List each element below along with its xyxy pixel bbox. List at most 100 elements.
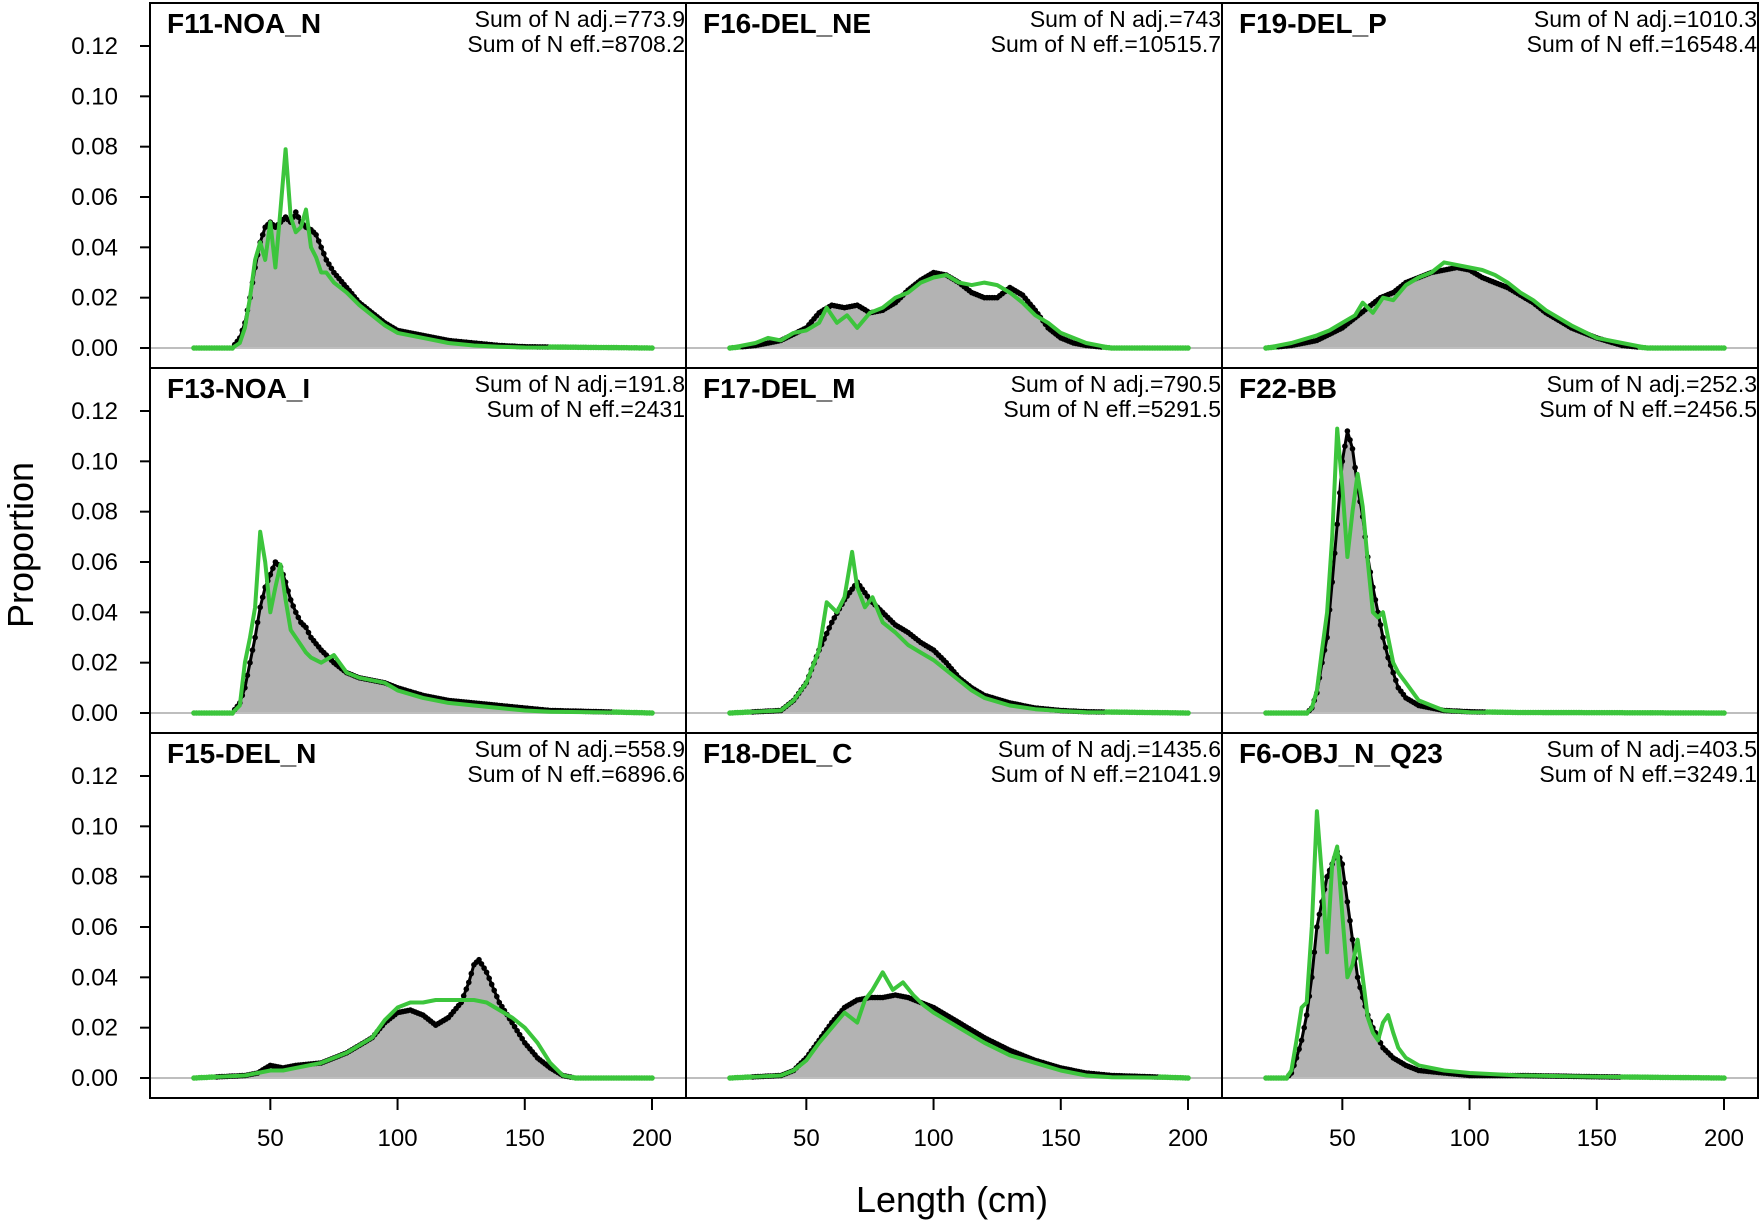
observed-point [1349, 936, 1356, 943]
panel-stat: Sum of N eff.=8708.2 [467, 31, 685, 57]
observed-point [259, 594, 266, 600]
observed-point [514, 1027, 520, 1034]
expected-line [192, 529, 654, 715]
y-tick-label: 0.04 [71, 234, 118, 261]
observed-point [247, 659, 253, 666]
observed-area [194, 212, 652, 348]
panel-title: F22-BB [1239, 373, 1337, 404]
panel-stat: Sum of N eff.=5291.5 [1003, 396, 1221, 422]
panel-title: F18-DEL_C [703, 738, 852, 769]
observed-point [511, 1023, 518, 1030]
observed-point [328, 265, 335, 272]
observed-point [466, 979, 472, 986]
observed-point [1377, 622, 1384, 628]
y-tick-label: 0.06 [71, 914, 118, 941]
panel-stat: Sum of N eff.=10515.7 [991, 31, 1221, 57]
panel-title: F11-NOA_N [167, 8, 321, 39]
x-tick-label: 50 [257, 1125, 284, 1152]
observed-point [1342, 880, 1348, 886]
y-tick-label: 0.10 [71, 813, 118, 840]
observed-point [1344, 428, 1351, 434]
observed-point [1347, 917, 1353, 924]
observed-point [293, 609, 299, 616]
y-tick-label: 0.10 [71, 83, 118, 110]
observed-point [1372, 597, 1379, 603]
observed-point [1339, 861, 1346, 867]
panel-frame [149, 367, 687, 734]
y-tick-label: 0.12 [71, 763, 118, 790]
x-tick-label: 50 [1329, 1125, 1356, 1152]
observed-point [259, 232, 266, 238]
x-tick-label: 100 [1450, 1125, 1490, 1152]
observed-point [1316, 911, 1323, 918]
observed-point [270, 565, 276, 572]
expected-line [192, 147, 654, 350]
observed-point [519, 1035, 525, 1042]
observed-point [249, 647, 256, 653]
y-axis-title: Proportion [0, 462, 41, 628]
observed-area [730, 272, 1188, 348]
observed-point [478, 961, 485, 967]
observed-point [468, 970, 475, 977]
observed-point [1357, 984, 1363, 991]
observed-point [252, 634, 258, 641]
observed-point [460, 993, 467, 999]
y-tick-label: 0.06 [71, 184, 118, 211]
panel-stat: Sum of N adj.=790.5 [1011, 371, 1221, 397]
observed-point [499, 1003, 505, 1010]
panel-stat: Sum of N eff.=3249.1 [1539, 761, 1757, 787]
panel-title: F16-DEL_NE [703, 8, 871, 39]
observed-point [1334, 521, 1340, 528]
observed-point [486, 975, 493, 982]
y-tick-label: 0.02 [71, 1015, 118, 1042]
panel-stat: Sum of N adj.=403.5 [1547, 736, 1757, 762]
x-tick-label: 150 [1577, 1125, 1617, 1152]
observed-point [244, 672, 251, 679]
observed-area [1266, 431, 1724, 713]
observed-point [303, 624, 309, 631]
observed-point [295, 614, 302, 621]
observed-point [516, 1031, 523, 1038]
observed-point [321, 250, 327, 257]
panel-title: F6-OBJ_N_Q23 [1239, 738, 1443, 769]
observed-point [1311, 949, 1318, 955]
x-tick-label: 50 [793, 1125, 820, 1152]
observed-point [1349, 446, 1356, 452]
panel-frame [1221, 367, 1759, 734]
observed-area [730, 582, 1188, 713]
y-tick-label: 0.08 [71, 499, 118, 526]
observed-area [1266, 851, 1724, 1078]
observed-point [287, 597, 294, 603]
observed-area [1266, 267, 1724, 348]
observed-point [1347, 437, 1353, 443]
observed-point [831, 615, 838, 621]
y-tick-label: 0.00 [71, 700, 118, 727]
observed-point [1298, 1037, 1305, 1044]
observed-point [1393, 677, 1399, 684]
y-tick-label: 0.10 [71, 448, 118, 475]
panel-title: F19-DEL_P [1239, 8, 1387, 39]
observed-area [730, 995, 1188, 1078]
panel-stat: Sum of N adj.=743 [1030, 6, 1221, 32]
observed-point [1390, 669, 1396, 676]
panel-frame [149, 2, 687, 369]
observed-point [1301, 1024, 1307, 1031]
observed-point [494, 993, 500, 1000]
observed-point [483, 969, 490, 976]
x-axis-title: Length (cm) [856, 1179, 1048, 1220]
observed-point [267, 571, 274, 578]
x-tick-label: 100 [914, 1125, 954, 1152]
panel-stat: Sum of N adj.=191.8 [475, 371, 685, 397]
observed-point [1354, 974, 1361, 981]
y-tick-label: 0.12 [71, 398, 118, 425]
observed-area [194, 562, 652, 713]
expected-line [1264, 260, 1726, 350]
panel-stat: Sum of N adj.=558.9 [475, 736, 685, 762]
observed-point [318, 244, 325, 251]
